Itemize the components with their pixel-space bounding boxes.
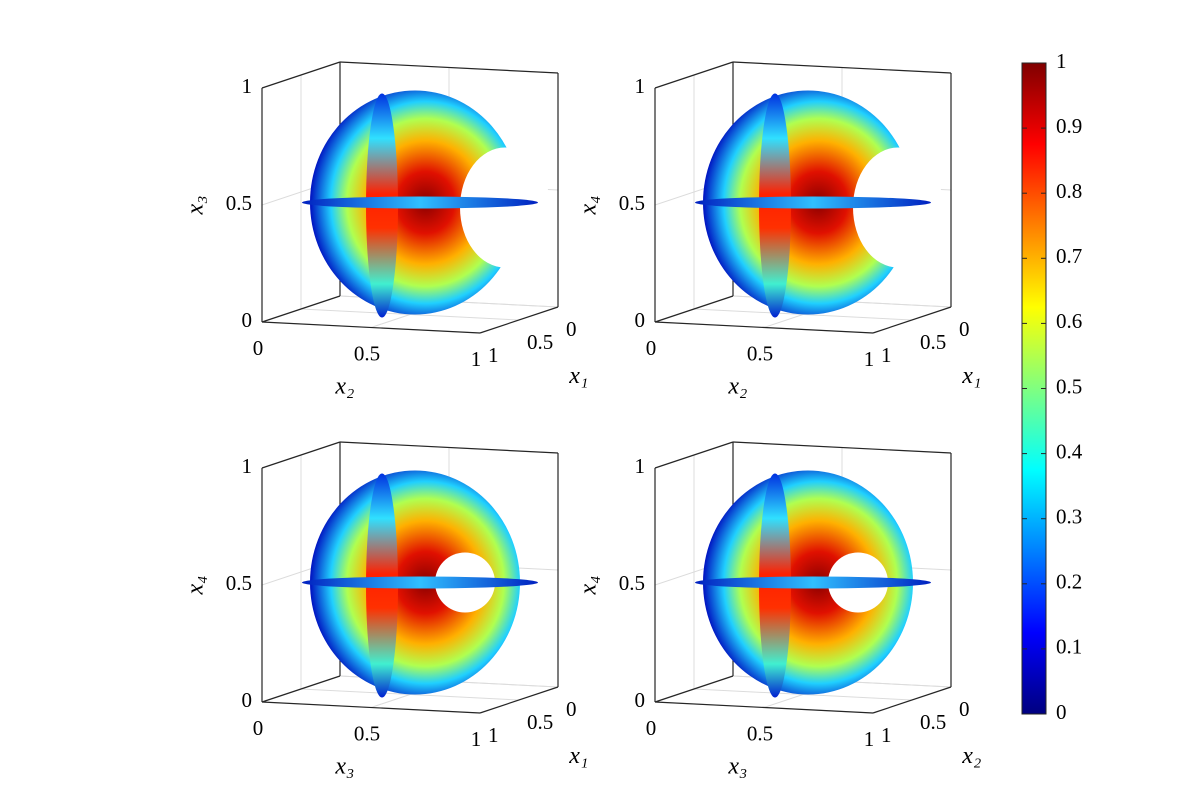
x-tick-label: 0	[646, 716, 657, 740]
z-tick-label: 0	[242, 688, 253, 712]
z-axis-label: x₄	[576, 196, 602, 216]
x-tick-label: 0.5	[354, 721, 380, 745]
y-axis	[872, 306, 952, 334]
y-tick-label: 0	[566, 317, 577, 341]
colorbar-tick-label: 1	[1056, 49, 1067, 73]
x-tick-label: 1	[471, 347, 482, 371]
y-tick-label: 0.5	[527, 710, 553, 734]
x-tick-label: 0	[646, 336, 657, 360]
x-tick-label: 1	[471, 727, 482, 751]
x-tick-label: 0	[253, 336, 264, 360]
x-axis	[654, 321, 874, 334]
subplot: 0 0.5 1 0 0.5 1 0 0.5 1 x₃ x₁ x₄	[183, 441, 588, 780]
subplot: 0 0.5 1 0 0.5 1 0 0.5 1 x₂ x₁ x₃	[183, 61, 588, 400]
subplot: 0 0.5 1 0 0.5 1 0 0.5 1 x₂ x₁ x₄	[576, 61, 981, 400]
y-axis-label: x₁	[568, 743, 588, 769]
y-tick-label: 0	[959, 697, 970, 721]
z-tick-label: 1	[635, 74, 646, 98]
z-tick-label: 0	[242, 308, 253, 332]
y-tick-label: 1	[488, 343, 499, 367]
y-axis-label: x₁	[568, 363, 588, 389]
box-edge	[654, 675, 734, 703]
box-edge	[261, 441, 341, 469]
y-axis-label: x₁	[961, 363, 981, 389]
x-axis	[261, 701, 481, 714]
x-axis-label: x₃	[334, 754, 354, 780]
grid-line	[300, 688, 520, 701]
z-tick-label: 0.5	[619, 191, 645, 215]
z-tick-label: 1	[242, 74, 253, 98]
x-axis-label: x₃	[727, 754, 747, 780]
z-axis-label: x₄	[183, 576, 209, 596]
box-edge	[261, 295, 341, 323]
slice-horizontal	[302, 576, 538, 589]
z-tick-label: 0.5	[619, 571, 645, 595]
colorbar-tick-label: 0.1	[1056, 635, 1082, 659]
slice-hole	[853, 147, 943, 268]
box-edge	[261, 675, 341, 703]
box-edge	[261, 61, 341, 89]
box-edge	[732, 61, 952, 74]
subplot: 0 0.5 1 0 0.5 1 0 0.5 1 x₃ x₂ x₄	[576, 441, 981, 780]
z-tick-label: 0	[635, 688, 646, 712]
colorbar-tick-label: 0.2	[1056, 570, 1082, 594]
x-axis-label: x₂	[334, 374, 354, 400]
y-axis	[479, 306, 559, 334]
box-edge	[339, 61, 559, 74]
x-tick-label: 0.5	[747, 341, 773, 365]
y-tick-label: 0	[959, 317, 970, 341]
colorbar-tick-label: 0	[1056, 700, 1067, 724]
y-axis	[872, 686, 952, 714]
box-edge	[732, 441, 952, 454]
colorbar-tick-label: 0.9	[1056, 114, 1082, 138]
x-tick-label: 0.5	[354, 341, 380, 365]
z-tick-label: 0.5	[226, 571, 252, 595]
x-tick-label: 1	[864, 727, 875, 751]
colorbar-tick-label: 0.3	[1056, 505, 1082, 529]
y-tick-label: 1	[881, 343, 892, 367]
x-tick-label: 0	[253, 716, 264, 740]
z-tick-label: 0	[635, 308, 646, 332]
colorbar-tick-label: 0.5	[1056, 374, 1082, 398]
z-tick-label: 1	[635, 454, 646, 478]
z-tick-label: 1	[242, 454, 253, 478]
grid-line	[693, 688, 913, 701]
box-edge	[339, 441, 559, 454]
y-tick-label: 0	[566, 697, 577, 721]
x-axis-label: x₂	[727, 374, 747, 400]
x-tick-label: 0.5	[747, 721, 773, 745]
box-edge	[654, 441, 734, 469]
y-tick-label: 0.5	[920, 330, 946, 354]
x-tick-label: 1	[864, 347, 875, 371]
slice-horizontal	[695, 196, 931, 209]
slice-horizontal	[695, 576, 931, 589]
colorbar-tick-label: 0.8	[1056, 179, 1082, 203]
grid-line	[300, 308, 520, 321]
x-axis	[654, 701, 874, 714]
y-axis	[479, 686, 559, 714]
y-tick-label: 0.5	[920, 710, 946, 734]
slice-hole	[460, 147, 550, 268]
colorbar-tick-label: 0.6	[1056, 309, 1082, 333]
y-tick-label: 1	[488, 723, 499, 747]
z-axis-label: x₄	[576, 576, 602, 596]
colorbar-tick-label: 0.7	[1056, 244, 1082, 268]
slice-horizontal	[302, 196, 538, 209]
y-tick-label: 1	[881, 723, 892, 747]
y-axis-label: x₂	[961, 743, 981, 769]
z-tick-label: 0.5	[226, 191, 252, 215]
box-edge	[654, 295, 734, 323]
y-tick-label: 0.5	[527, 330, 553, 354]
x-axis	[261, 321, 481, 334]
grid-line	[693, 308, 913, 321]
colorbar-tick-label: 0.4	[1056, 439, 1083, 463]
box-edge	[654, 61, 734, 89]
z-axis-label: x₃	[183, 196, 209, 216]
